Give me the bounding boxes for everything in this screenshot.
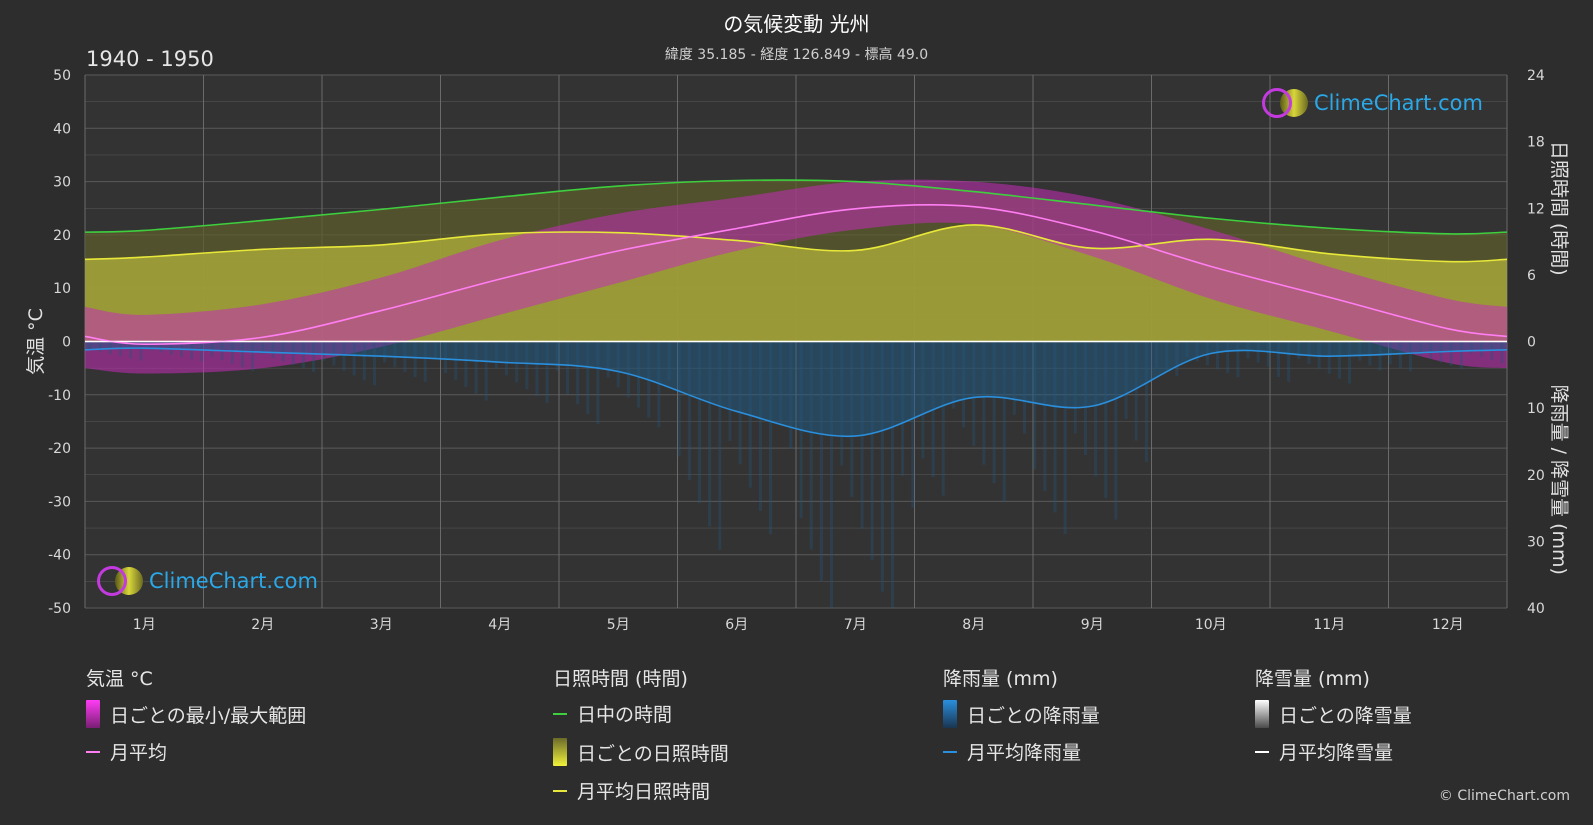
left-axis-title: 気温 °C xyxy=(25,308,47,375)
chart-subtitle: 緯度 35.185 - 経度 126.849 - 標高 49.0 xyxy=(664,47,929,63)
rain-area xyxy=(85,341,1507,437)
legend-rain-avg: 月平均降雨量 xyxy=(943,738,1081,765)
right-top-tick-label: 24 xyxy=(1527,68,1545,84)
temp-range-swatch xyxy=(86,700,100,728)
left-tick-label: -30 xyxy=(48,494,71,510)
legend-snow-daily: 日ごとの降雪量 xyxy=(1255,700,1412,728)
legend-snow-head: 降雪量 (mm) xyxy=(1255,668,1370,690)
period-label: 1940 - 1950 xyxy=(86,47,214,71)
month-tick-label: 4月 xyxy=(488,617,511,633)
legend-label: 月平均日照時間 xyxy=(577,781,711,803)
left-tick-label: -50 xyxy=(48,601,71,617)
right-bottom-tick-label: 20 xyxy=(1527,468,1545,484)
logo-ring-icon xyxy=(97,566,127,596)
logo-top[interactable]: ClimeChart.com xyxy=(1262,88,1483,118)
left-tick-label: 20 xyxy=(53,228,71,244)
left-tick-label: 10 xyxy=(53,281,71,297)
rain-avg-swatch xyxy=(943,750,957,753)
legend-daylight: 日中の時間 xyxy=(553,700,672,727)
left-tick-label: -40 xyxy=(48,548,71,564)
legend-label: 日ごとの降雨量 xyxy=(967,704,1100,727)
sun-avg-swatch xyxy=(553,789,567,792)
legend-label: 日中の時間 xyxy=(577,704,673,726)
legend-sun-avg: 月平均日照時間 xyxy=(553,777,710,804)
month-tick-label: 3月 xyxy=(370,617,393,633)
left-tick-label: 30 xyxy=(53,175,71,191)
rain-avg-line xyxy=(84,347,1508,438)
right-top-tick-label: 0 xyxy=(1527,335,1536,351)
month-tick-label: 12月 xyxy=(1432,617,1464,633)
left-tick-label: -10 xyxy=(48,388,71,404)
legend-temp-range: 日ごとの最小/最大範囲 xyxy=(86,700,306,728)
left-tick-label: 40 xyxy=(53,121,71,137)
temp-avg-swatch xyxy=(86,750,100,753)
month-tick-label: 5月 xyxy=(607,617,630,633)
month-tick-label: 2月 xyxy=(251,617,274,633)
temp-avg-line xyxy=(84,203,1508,345)
snow-daily-swatch xyxy=(1255,700,1269,728)
right-top-axis-title: 日照時間 (時間) xyxy=(1548,141,1570,276)
legend-label: 日ごとの最小/最大範囲 xyxy=(110,704,307,727)
temp-range-band xyxy=(85,179,1507,374)
right-top-tick-label: 18 xyxy=(1527,135,1545,151)
daylight-swatch xyxy=(553,712,567,715)
month-tick-label: 7月 xyxy=(844,617,867,633)
daylight-line xyxy=(84,179,1508,235)
copyright: © ClimeChart.com xyxy=(1438,788,1570,804)
right-bottom-tick-label: 30 xyxy=(1527,534,1545,550)
month-tick-label: 9月 xyxy=(1081,617,1104,633)
legend-label: 月平均 xyxy=(110,742,168,764)
legend-snow-avg: 月平均降雪量 xyxy=(1255,738,1393,765)
sunshine-avg-line xyxy=(84,224,1508,263)
left-tick-label: 50 xyxy=(53,68,71,84)
legend-label: 日ごとの日照時間 xyxy=(577,742,729,765)
legend-sun-daily: 日ごとの日照時間 xyxy=(553,738,729,766)
legend-rain-head: 降雨量 (mm) xyxy=(943,668,1058,690)
right-bottom-tick-label: 40 xyxy=(1527,601,1545,617)
right-bottom-tick-label: 10 xyxy=(1527,401,1545,417)
right-bottom-axis-title: 降雨量 / 降雪量 (mm) xyxy=(1548,385,1570,575)
logo-text: ClimeChart.com xyxy=(149,569,318,593)
right-top-tick-label: 6 xyxy=(1527,268,1536,284)
legend-label: 日ごとの降雪量 xyxy=(1279,704,1412,727)
logo-ring-icon xyxy=(1262,88,1292,118)
logo-bottom[interactable]: ClimeChart.com xyxy=(97,566,318,596)
legend-rain-daily: 日ごとの降雨量 xyxy=(943,700,1100,728)
logo-text: ClimeChart.com xyxy=(1314,91,1483,115)
right-top-tick-label: 12 xyxy=(1527,201,1545,217)
rain-daily-swatch xyxy=(943,700,957,728)
sun-daily-swatch xyxy=(553,738,567,766)
month-tick-label: 8月 xyxy=(962,617,985,633)
legend-temp-head: 気温 °C xyxy=(86,668,153,690)
left-tick-label: 0 xyxy=(62,335,71,351)
legend-sun-head: 日照時間 (時間) xyxy=(553,668,688,690)
month-tick-label: 1月 xyxy=(133,617,156,633)
month-tick-label: 6月 xyxy=(725,617,748,633)
chart-title: の気候変動 光州 xyxy=(723,12,870,36)
legend-label: 月平均降雪量 xyxy=(1279,742,1394,764)
month-tick-label: 11月 xyxy=(1313,617,1345,633)
legend-temp-avg: 月平均 xyxy=(86,738,167,765)
left-tick-label: -20 xyxy=(48,441,71,457)
legend-label: 月平均降雨量 xyxy=(967,742,1082,764)
month-tick-label: 10月 xyxy=(1195,617,1227,633)
snow-avg-swatch xyxy=(1255,750,1269,753)
